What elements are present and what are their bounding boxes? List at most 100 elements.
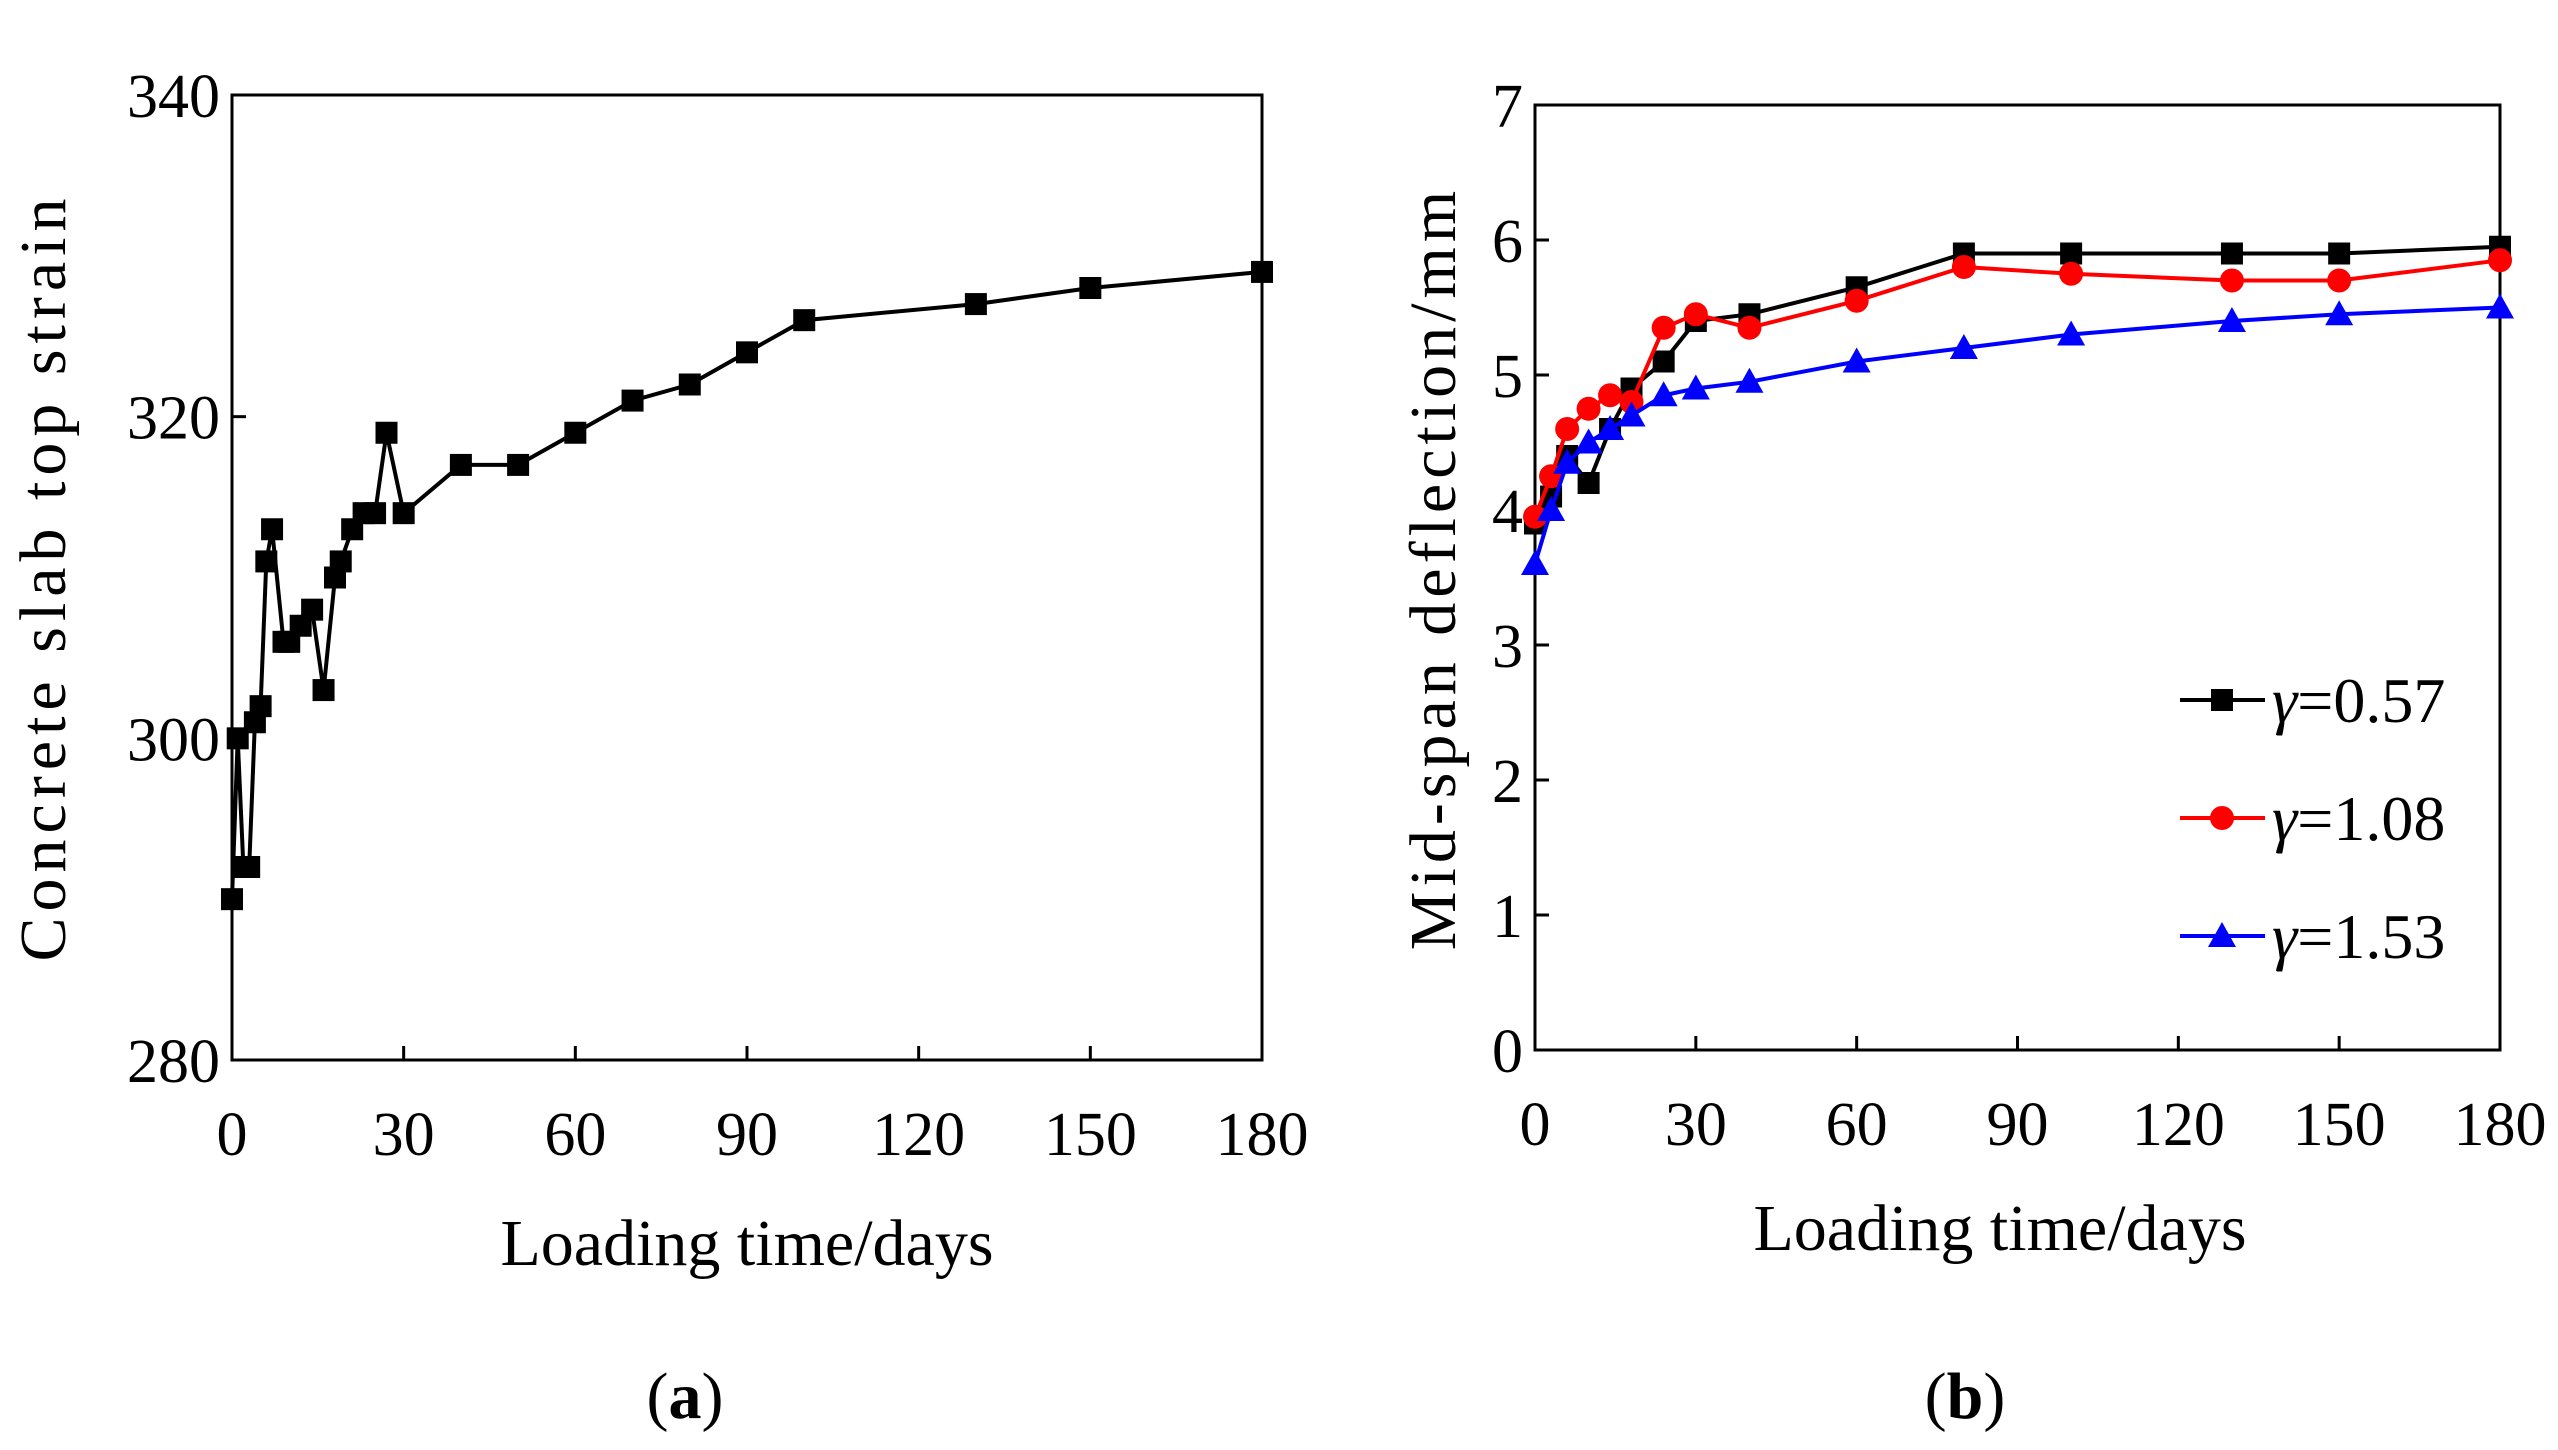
- panel-b-data-point: [1735, 367, 1764, 393]
- panel-a-series-group: [221, 260, 1273, 911]
- panel-b-data-point: [1651, 315, 1676, 340]
- panel-b-x-tick-label: 120: [2132, 1091, 2225, 1159]
- panel-b-x-axis-title: Loading time/days: [1753, 1192, 2246, 1265]
- panel-b-y-tick-label: 1: [1492, 883, 1523, 951]
- legend-value: =0.57: [2297, 665, 2445, 736]
- panel-a-data-point: [507, 453, 530, 476]
- panel-b-data-point: [2486, 293, 2514, 319]
- panel-b-y-axis: 0 1 2 3 4 5 6 7: [1492, 73, 1549, 1086]
- panel-a-x-axis: 0 30 60 90 120 150 180: [217, 1046, 1309, 1169]
- legend-marker-0: [2211, 689, 2233, 711]
- panel-b-data-point: [1553, 448, 1582, 474]
- panel-b-data-point: [1576, 396, 1601, 421]
- panel-a-data-point: [238, 856, 261, 878]
- panel-b-data-point: [1652, 350, 1675, 373]
- panel-b-data-point: [2057, 320, 2086, 346]
- panel-a-x-tick-label: 180: [1216, 1101, 1309, 1169]
- panel-b-data-point: [1681, 374, 1710, 400]
- panel-b-data-point: [1649, 381, 1678, 407]
- panel-a-data-point: [678, 373, 701, 396]
- panel-b-data-point: [2060, 242, 2083, 265]
- panel-b-y-tick-label: 5: [1492, 343, 1523, 411]
- panel-b-data-point: [2217, 307, 2246, 332]
- panel-b-data-point: [1844, 288, 1869, 313]
- legend-label-0: γ=0.57: [2272, 665, 2445, 736]
- panel-b-data-point: [1555, 417, 1580, 441]
- legend-marker-2: [2208, 922, 2236, 947]
- panel-b-data-point: [1521, 550, 1549, 575]
- legend-symbol: γ: [2272, 783, 2299, 854]
- legend-label-2: γ=1.53: [2272, 901, 2445, 972]
- panel-b-data-point: [2327, 268, 2352, 293]
- legend-symbol: γ: [2272, 665, 2299, 736]
- panel-a-data-point: [564, 421, 587, 444]
- panel-b-series-group: [1521, 235, 2514, 575]
- panel-b-data-point: [1537, 496, 1566, 521]
- panel-b-data-point: [2328, 242, 2351, 265]
- panel-a-chart: 0 30 60 90 120 150 180 280 300 320 340 Loading ti…: [7, 63, 1309, 1433]
- panel-b-data-point: [1617, 401, 1646, 427]
- panel-b-label: (b): [1925, 1360, 2006, 1433]
- panel-a-data-point: [449, 453, 472, 476]
- panel-a-data-point: [392, 502, 415, 525]
- panel-a-x-tick-label: 0: [217, 1101, 248, 1169]
- panel-b-x-tick-label: 60: [1826, 1091, 1888, 1159]
- panel-b-data-point: [1951, 255, 1976, 279]
- panel-a-x-tick-label: 150: [1044, 1101, 1137, 1169]
- panel-a-data-point: [375, 421, 398, 444]
- panel-b-y-tick-label: 7: [1492, 73, 1523, 141]
- panel-a-data-point: [793, 309, 816, 332]
- panel-b-x-tick-label: 90: [1987, 1091, 2049, 1159]
- panel-a-data-point: [255, 550, 278, 573]
- panel-a-data-point: [964, 293, 987, 316]
- panel-a-y-axis: 280 300 320 340: [127, 63, 246, 1096]
- panel-a-y-tick-label: 280: [127, 1028, 220, 1096]
- panel-b-data-point: [1598, 383, 1623, 408]
- panel-b-x-tick-label: 30: [1665, 1091, 1727, 1159]
- panel-b-legend: γ=0.57γ=1.08γ=1.53: [2180, 665, 2445, 972]
- panel-a-data-point: [621, 389, 644, 412]
- panel-b-data-point: [1683, 302, 1708, 327]
- panel-b-y-tick-label: 3: [1492, 613, 1523, 681]
- panel-a-x-tick-label: 60: [544, 1101, 606, 1169]
- panel-a-y-axis-title: Concrete slab top strain: [7, 192, 80, 961]
- panel-b-series-line-1: [1533, 258, 2501, 518]
- panel-a-data-point: [736, 341, 758, 364]
- panel-a-plot-frame: [230, 93, 1264, 1062]
- panel-a-x-axis-title: Loading time/days: [500, 1207, 993, 1280]
- panel-a-data-point: [261, 518, 284, 541]
- panel-a-x-tick-label: 90: [716, 1101, 778, 1169]
- panel-a-data-point: [249, 695, 272, 718]
- panel-b-data-point: [1842, 347, 1871, 373]
- panel-a-x-tick-label: 120: [872, 1101, 965, 1169]
- panel-a-data-point: [301, 598, 324, 621]
- panel-b-data-point: [2059, 261, 2084, 286]
- panel-b-y-axis-title: Mid-span deflection/mm: [1397, 186, 1470, 950]
- panel-a-data-point: [1251, 260, 1273, 283]
- panel-b-data-point: [2220, 242, 2243, 265]
- panel-b-data-point: [2325, 300, 2354, 326]
- panel-b-y-tick-label: 4: [1492, 478, 1523, 546]
- panel-b-series-line-0: [1533, 244, 2501, 525]
- panel-b-data-point: [1596, 415, 1625, 440]
- panel-b-y-tick-label: 6: [1492, 208, 1523, 276]
- panel-a-y-tick-label: 320: [127, 385, 220, 453]
- panel-b-x-tick-label: 150: [2293, 1091, 2386, 1159]
- panel-a-data-point: [1079, 277, 1102, 299]
- panel-b-data-point: [1737, 315, 1762, 340]
- panel-b-data-point: [1523, 504, 1547, 529]
- panel-b-x-axis: 0 30 60 90 120 150 180: [1520, 1036, 2547, 1159]
- panel-b-series-line-2: [1533, 305, 2501, 565]
- panel-a-data-point: [312, 679, 335, 702]
- legend-value: =1.08: [2297, 783, 2445, 854]
- panel-a-x-tick-label: 30: [373, 1101, 435, 1169]
- legend-symbol: γ: [2272, 901, 2299, 972]
- legend-label-1: γ=1.08: [2272, 783, 2445, 854]
- panel-b-data-point: [1574, 428, 1603, 454]
- panel-a-label: (a): [647, 1360, 724, 1433]
- panel-b-y-tick-label: 0: [1492, 1018, 1523, 1086]
- panel-a-y-tick-label: 300: [127, 706, 220, 774]
- panel-b-data-point: [1949, 334, 1978, 359]
